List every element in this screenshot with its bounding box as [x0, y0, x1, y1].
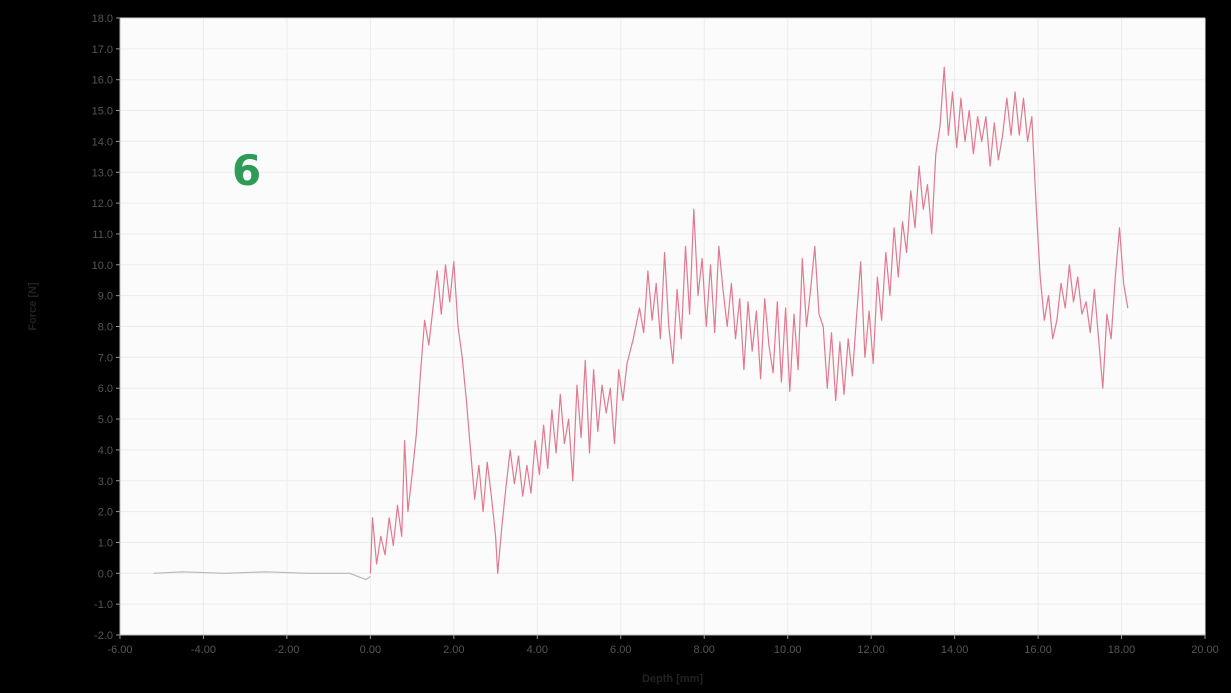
y-tick-label: 17.0: [92, 44, 113, 56]
x-tick-label: 18.00: [1108, 644, 1136, 656]
panel-label: 6: [232, 146, 261, 195]
x-tick-label: 16.00: [1024, 644, 1052, 656]
x-tick-label: 8.00: [694, 644, 715, 656]
y-tick-label: 14.0: [92, 136, 113, 148]
y-tick-label: 15.0: [92, 106, 113, 118]
y-tick-label: 7.0: [98, 352, 113, 364]
grid: [119, 17, 1206, 636]
y-tick-label: 18.0: [92, 13, 113, 25]
x-tick-label: -2.00: [274, 644, 299, 656]
x-tick-label: 12.00: [857, 644, 885, 656]
x-tick-label: 2.00: [443, 644, 464, 656]
series-lines: [153, 66, 1129, 581]
x-tick-label: 10.00: [774, 644, 802, 656]
y-tick-label: 13.0: [92, 167, 113, 179]
y-tick-label: 8.0: [98, 322, 113, 334]
axes: [116, 17, 1206, 639]
y-axis-title: Force [N]: [27, 282, 39, 331]
x-tick-label: 6.00: [610, 644, 631, 656]
x-tick-label: 20.00: [1191, 644, 1219, 656]
y-tick-label: 10.0: [92, 260, 113, 272]
y-tick-label: 4.0: [98, 445, 113, 457]
y-tick-label: 3.0: [98, 476, 113, 488]
y-tick-label: 2.0: [98, 507, 113, 519]
x-tick-label: 4.00: [527, 644, 548, 656]
y-tick-label: 6.0: [98, 383, 113, 395]
x-tick-label: 14.00: [941, 644, 969, 656]
x-tick-label: 0.00: [360, 644, 381, 656]
x-tick-label: -6.00: [107, 644, 132, 656]
y-tick-label: -1.0: [94, 599, 113, 611]
y-tick-label: 0.0: [98, 568, 113, 580]
y-tick-label: 5.0: [98, 414, 113, 426]
y-tick-label: -2.0: [94, 630, 113, 642]
tick-labels: -6.00 -4.00 -2.00 0.00 2.00 4.00 6.00 8.00 10.00…: [92, 13, 1219, 656]
y-tick-label: 1.0: [98, 537, 113, 549]
y-tick-label: 9.0: [98, 291, 113, 303]
baseline-series-line: [153, 571, 371, 581]
y-tick-label: 12.0: [92, 198, 113, 210]
y-tick-label: 11.0: [92, 229, 113, 241]
x-tick-label: -4.00: [191, 644, 216, 656]
force-series-line: [369, 66, 1129, 574]
x-axis-title: Depth [mm]: [642, 673, 703, 685]
y-tick-label: 16.0: [92, 75, 113, 87]
